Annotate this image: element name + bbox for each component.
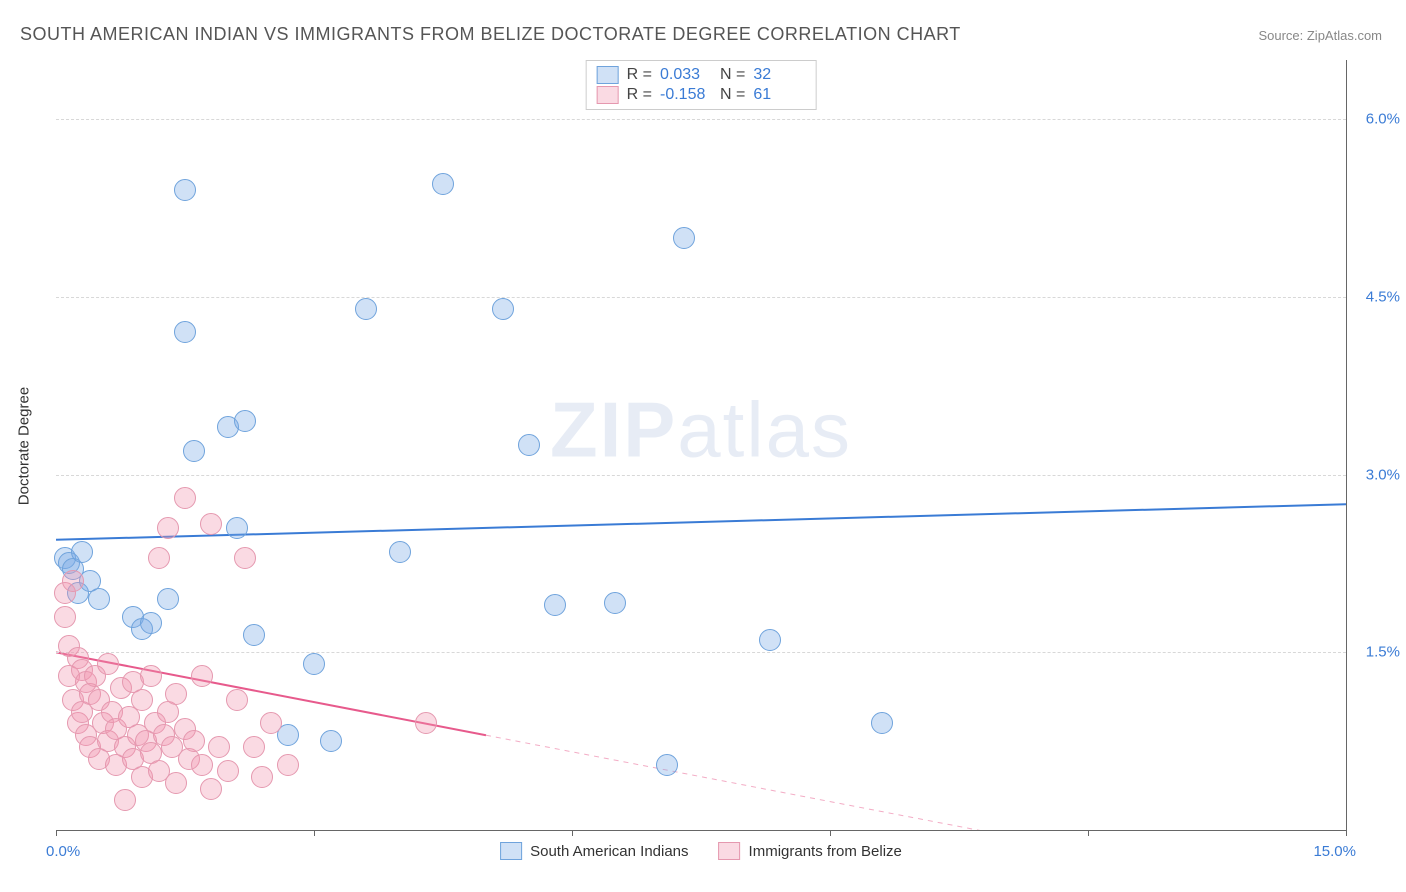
gridline-horizontal bbox=[56, 119, 1346, 120]
x-axis-min-label: 0.0% bbox=[46, 843, 80, 860]
r-value-series1: 0.033 bbox=[660, 66, 712, 84]
y-tick-label: 6.0% bbox=[1352, 111, 1400, 128]
trend-line bbox=[56, 504, 1346, 540]
scatter-point bbox=[140, 612, 162, 634]
gridline-horizontal bbox=[56, 475, 1346, 476]
n-value-series1: 32 bbox=[753, 66, 805, 84]
scatter-point bbox=[234, 547, 256, 569]
scatter-point bbox=[157, 517, 179, 539]
scatter-point bbox=[492, 298, 514, 320]
scatter-point bbox=[415, 712, 437, 734]
watermark-bold: ZIP bbox=[550, 385, 677, 473]
swatch-series1 bbox=[500, 842, 522, 860]
scatter-point bbox=[174, 487, 196, 509]
x-tick bbox=[1088, 830, 1089, 836]
stats-row-series1: R = 0.033 N = 32 bbox=[597, 65, 806, 85]
scatter-point bbox=[656, 754, 678, 776]
scatter-point bbox=[277, 754, 299, 776]
scatter-point bbox=[97, 653, 119, 675]
scatter-point bbox=[191, 754, 213, 776]
trend-line bbox=[486, 735, 1346, 830]
scatter-point bbox=[157, 588, 179, 610]
scatter-point bbox=[165, 772, 187, 794]
n-label: N = bbox=[720, 86, 745, 104]
legend-label-series2: Immigrants from Belize bbox=[749, 843, 902, 860]
scatter-point bbox=[544, 594, 566, 616]
swatch-series2 bbox=[719, 842, 741, 860]
scatter-point bbox=[200, 778, 222, 800]
source-attribution: Source: ZipAtlas.com bbox=[1258, 28, 1382, 43]
swatch-series1 bbox=[597, 66, 619, 84]
scatter-point bbox=[191, 665, 213, 687]
scatter-point bbox=[183, 440, 205, 462]
r-label: R = bbox=[627, 66, 652, 84]
r-value-series2: -0.158 bbox=[660, 86, 712, 104]
legend-label-series1: South American Indians bbox=[530, 843, 688, 860]
scatter-point bbox=[673, 227, 695, 249]
x-tick bbox=[1346, 830, 1347, 836]
gridline-horizontal bbox=[56, 297, 1346, 298]
scatter-point bbox=[518, 434, 540, 456]
trend-lines-layer bbox=[56, 60, 1346, 830]
scatter-point bbox=[320, 730, 342, 752]
scatter-point bbox=[759, 629, 781, 651]
legend-item-series1: South American Indians bbox=[500, 842, 688, 860]
scatter-point bbox=[165, 683, 187, 705]
y-axis-title: Doctorate Degree bbox=[16, 387, 33, 505]
scatter-point bbox=[217, 760, 239, 782]
scatter-point bbox=[355, 298, 377, 320]
scatter-point bbox=[243, 624, 265, 646]
y-tick-label: 1.5% bbox=[1352, 644, 1400, 661]
y-tick-label: 3.0% bbox=[1352, 466, 1400, 483]
scatter-point bbox=[208, 736, 230, 758]
scatter-point bbox=[183, 730, 205, 752]
y-tick-label: 4.5% bbox=[1352, 288, 1400, 305]
x-tick bbox=[314, 830, 315, 836]
bottom-legend: South American Indians Immigrants from B… bbox=[500, 842, 902, 860]
scatter-point bbox=[114, 789, 136, 811]
x-axis-max-label: 15.0% bbox=[1313, 843, 1356, 860]
scatter-point bbox=[54, 606, 76, 628]
x-tick bbox=[830, 830, 831, 836]
scatter-point bbox=[251, 766, 273, 788]
scatter-point bbox=[234, 410, 256, 432]
watermark: ZIPatlas bbox=[550, 384, 852, 475]
scatter-point bbox=[200, 513, 222, 535]
scatter-point bbox=[140, 665, 162, 687]
scatter-point bbox=[174, 321, 196, 343]
legend-item-series2: Immigrants from Belize bbox=[719, 842, 902, 860]
scatter-point bbox=[303, 653, 325, 675]
scatter-point bbox=[71, 541, 93, 563]
scatter-point bbox=[871, 712, 893, 734]
scatter-point bbox=[432, 173, 454, 195]
n-value-series2: 61 bbox=[753, 86, 805, 104]
x-tick bbox=[56, 830, 57, 836]
scatter-point bbox=[260, 712, 282, 734]
scatter-point bbox=[148, 547, 170, 569]
swatch-series2 bbox=[597, 86, 619, 104]
gridline-horizontal bbox=[56, 652, 1346, 653]
chart-title: SOUTH AMERICAN INDIAN VS IMMIGRANTS FROM… bbox=[20, 24, 961, 45]
scatter-point bbox=[604, 592, 626, 614]
scatter-point bbox=[62, 570, 84, 592]
plot-area: ZIPatlas R = 0.033 N = 32 R = -0.158 N =… bbox=[56, 60, 1347, 831]
x-tick bbox=[572, 830, 573, 836]
scatter-point bbox=[226, 517, 248, 539]
scatter-point bbox=[226, 689, 248, 711]
scatter-point bbox=[131, 689, 153, 711]
stats-legend-box: R = 0.033 N = 32 R = -0.158 N = 61 bbox=[586, 60, 817, 110]
scatter-point bbox=[389, 541, 411, 563]
n-label: N = bbox=[720, 66, 745, 84]
scatter-point bbox=[88, 588, 110, 610]
scatter-point bbox=[174, 179, 196, 201]
r-label: R = bbox=[627, 86, 652, 104]
watermark-light: atlas bbox=[677, 385, 852, 473]
scatter-point bbox=[243, 736, 265, 758]
stats-row-series2: R = -0.158 N = 61 bbox=[597, 85, 806, 105]
